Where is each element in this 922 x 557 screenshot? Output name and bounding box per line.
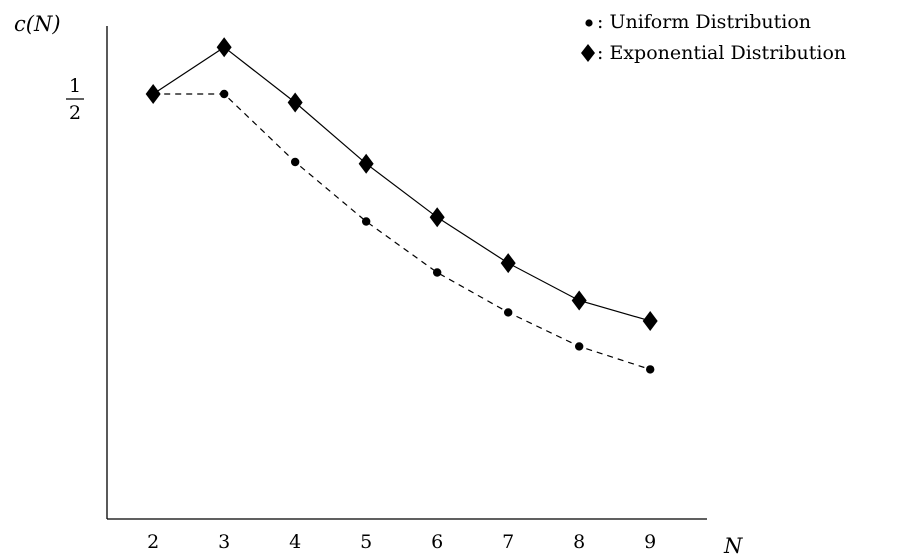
x-tick-label: 2: [147, 531, 159, 553]
exponential-point: [358, 153, 374, 174]
x-tick-label: 9: [644, 531, 656, 553]
uniform-point: [361, 217, 371, 226]
series-line-0: [153, 93, 651, 370]
x-tick-label: 5: [360, 531, 372, 553]
uniform-point: [290, 157, 300, 167]
x-tick-label: 6: [431, 531, 443, 553]
exponential-point: [429, 207, 445, 228]
exponential-point: [571, 290, 587, 311]
legend-item-uniform: : Uniform Distribution: [585, 11, 811, 33]
exponential-point: [642, 310, 658, 331]
y-tick-numerator: 1: [69, 75, 81, 97]
uniform-point: [219, 89, 229, 99]
exponential-point: [287, 92, 303, 113]
legend-label-exponential: : Exponential Distribution: [597, 42, 846, 64]
uniform-point: [432, 268, 442, 277]
series-line-1: [152, 46, 651, 322]
legend-label-uniform: : Uniform Distribution: [597, 11, 811, 33]
x-tick-label: 8: [573, 531, 585, 553]
uniform-point: [574, 342, 584, 351]
legend-diamond-marker: [581, 44, 595, 62]
y-tick-denominator: 2: [69, 102, 81, 124]
axes: [106, 26, 707, 520]
x-tick-label: 7: [502, 531, 514, 553]
x-tick-label: 4: [289, 531, 301, 553]
y-tick-half: 1 2: [66, 75, 84, 124]
legend-circle-marker: [585, 19, 593, 27]
legend-item-exponential: : Exponential Distribution: [581, 42, 846, 64]
x-tick-label: 3: [218, 531, 230, 553]
exponential-point: [145, 84, 161, 104]
y-axis-label: c(N): [14, 12, 61, 36]
exponential-point: [500, 253, 516, 274]
x-tick-labels: 2 3 4 5 6 7 8 9: [147, 531, 656, 553]
exponential-point: [216, 37, 232, 58]
uniform-point: [503, 308, 513, 317]
series-lines: [152, 46, 651, 370]
x-axis-label: N: [723, 534, 743, 557]
uniform-point: [645, 365, 655, 374]
legend: : Uniform Distribution : Exponential Dis…: [581, 11, 846, 64]
series-markers: [145, 37, 658, 374]
